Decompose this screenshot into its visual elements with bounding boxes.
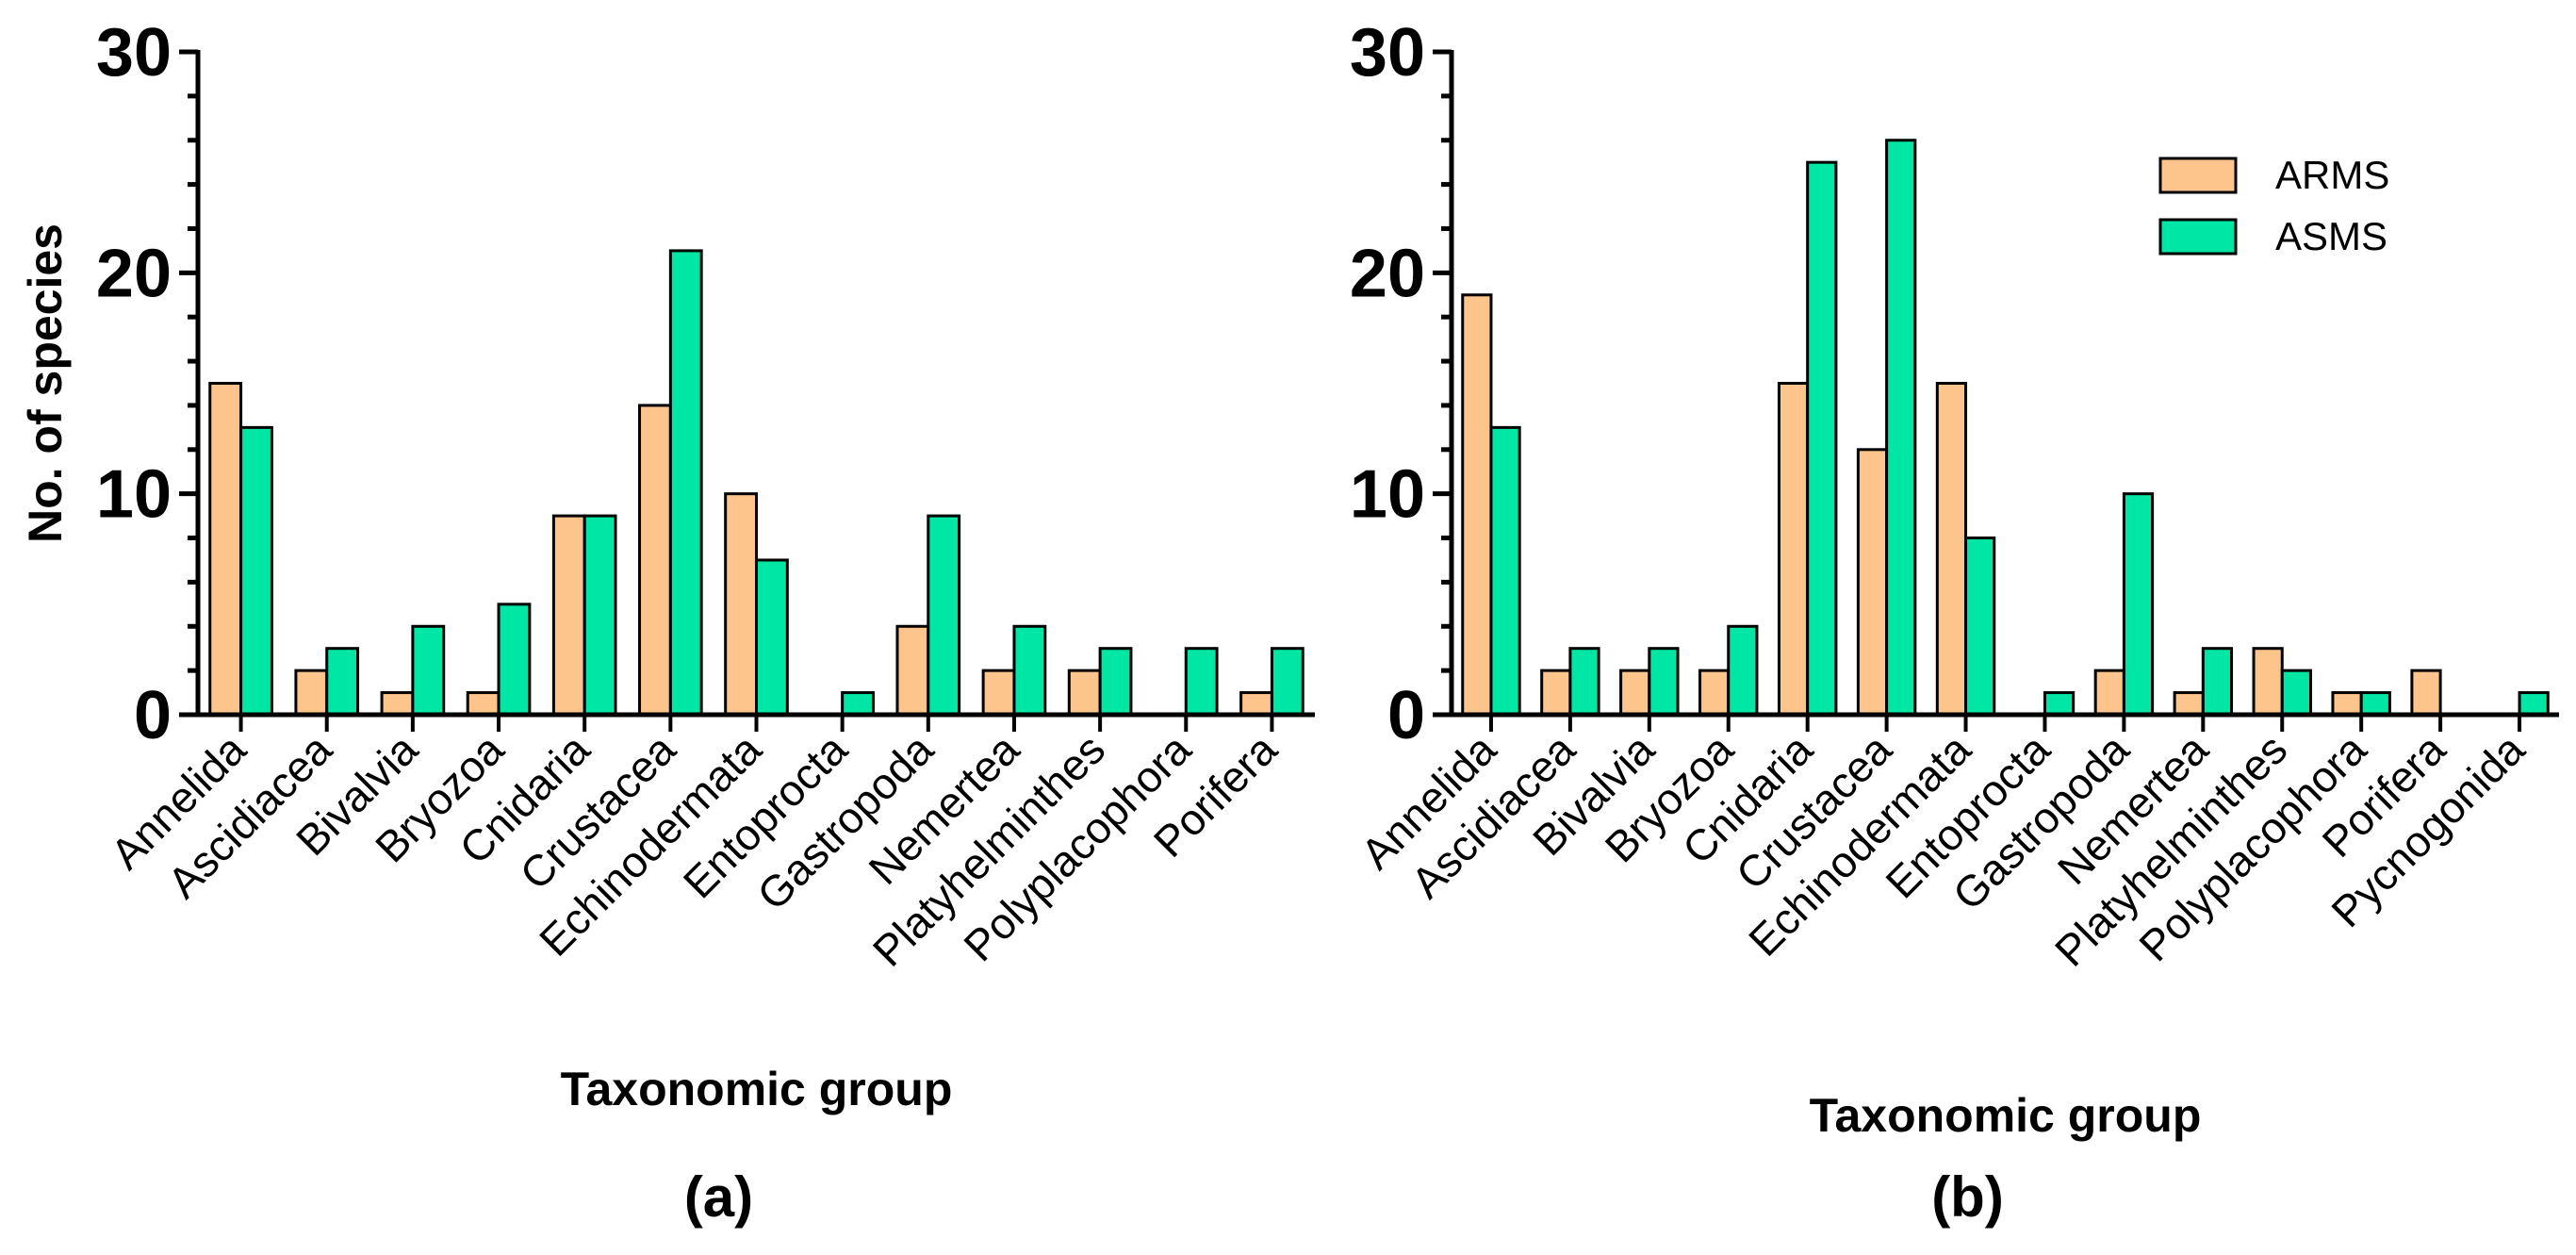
bar-a-arms-echinodermata: [724, 492, 759, 717]
y-tick-label-a-30: 30: [96, 15, 172, 91]
bar-b-arms-polyplacophora: [2331, 691, 2363, 717]
x-axis-title-b: Taxonomic group: [1810, 1089, 2202, 1142]
bar-b-arms-nemertea: [2173, 691, 2205, 717]
bar-b-arms-gastropoda: [2093, 669, 2125, 717]
y-tick-label-a-10: 10: [96, 457, 172, 533]
bar-a-asms-crustacea: [668, 249, 703, 717]
bar-a-arms-ascidiacea: [294, 669, 329, 717]
panel-label-a: (a): [684, 1165, 753, 1229]
y-tick-label-b-0: 0: [1387, 678, 1425, 753]
bar-b-asms-ascidiacea: [1568, 647, 1600, 717]
bar-b-asms-pycnogonida: [2518, 691, 2550, 717]
bar-b-asms-nemertea: [2201, 647, 2234, 717]
x-axis-title-a: Taxonomic group: [561, 1063, 953, 1115]
bar-b-asms-entoprocta: [2043, 691, 2076, 717]
bar-b-arms-bryozoa: [1698, 669, 1731, 717]
y-tick-label-a-0: 0: [134, 678, 172, 753]
y-axis-title-a: No. of species: [19, 223, 72, 543]
chart-panel-a: 0102030AnnelidaAscidiaceaBivalviaBryozoa…: [19, 15, 1315, 1229]
y-tick-label-b-20: 20: [1350, 236, 1425, 311]
legend-swatch-arms: [2158, 157, 2238, 194]
bar-a-arms-platyhelminthes: [1067, 669, 1102, 717]
bar-a-arms-porifera: [1239, 691, 1273, 717]
bar-b-arms-cnidaria: [1777, 382, 1810, 717]
bar-a-asms-platyhelminthes: [1098, 647, 1133, 717]
bar-b-arms-echinodermata: [1935, 382, 1968, 717]
bar-b-asms-crustacea: [1885, 139, 1917, 717]
bar-a-asms-nemertea: [1012, 624, 1047, 717]
bar-a-arms-crustacea: [638, 404, 672, 717]
bar-a-arms-nemertea: [981, 669, 1016, 717]
bar-a-asms-echinodermata: [755, 558, 789, 717]
bar-a-asms-porifera: [1270, 647, 1304, 717]
bar-b-asms-bryozoa: [1727, 624, 1759, 717]
bar-a-asms-annelida: [239, 425, 273, 717]
bar-a-arms-bivalvia: [380, 691, 415, 717]
panel-label-b: (b): [1931, 1165, 2004, 1229]
bar-a-arms-annelida: [208, 382, 243, 717]
bar-a-asms-gastropoda: [927, 514, 961, 717]
bar-b-asms-gastropoda: [2122, 492, 2155, 717]
bar-a-arms-cnidaria: [551, 514, 586, 717]
bar-a-asms-entoprocta: [841, 691, 875, 717]
bar-b-arms-crustacea: [1856, 448, 1889, 717]
bar-b-arms-porifera: [2410, 669, 2442, 717]
bar-b-asms-platyhelminthes: [2280, 669, 2312, 717]
y-tick-label-b-30: 30: [1350, 15, 1425, 91]
chart-panel-b: 0102030AnnelidaAscidiaceaBivalviaBryozoa…: [1350, 15, 2559, 1229]
bar-b-asms-echinodermata: [1964, 537, 1996, 717]
bar-a-arms-bryozoa: [466, 691, 500, 717]
bar-b-asms-annelida: [1489, 425, 1521, 717]
legend: ARMS ASMS: [2158, 153, 2389, 258]
legend-label-arms: ARMS: [2275, 153, 2389, 197]
y-tick-label-a-20: 20: [96, 236, 172, 311]
bar-b-asms-polyplacophora: [2359, 691, 2391, 717]
y-tick-label-b-10: 10: [1350, 457, 1425, 533]
legend-swatch-asms: [2158, 218, 2238, 256]
bar-b-arms-platyhelminthes: [2252, 647, 2284, 717]
bar-a-asms-polyplacophora: [1184, 647, 1219, 717]
bar-b-arms-annelida: [1461, 293, 1493, 717]
legend-label-asms: ASMS: [2275, 214, 2387, 258]
bar-a-asms-cnidaria: [582, 514, 617, 717]
bar-b-arms-ascidiacea: [1540, 669, 1572, 717]
bar-b-asms-bivalvia: [1648, 647, 1680, 717]
bar-a-asms-bivalvia: [411, 624, 446, 717]
bar-b-asms-cnidaria: [1806, 160, 1838, 717]
bar-a-arms-gastropoda: [895, 624, 930, 717]
bar-a-asms-bryozoa: [497, 603, 532, 717]
bar-a-asms-ascidiacea: [325, 647, 360, 717]
bar-b-arms-bivalvia: [1619, 669, 1651, 717]
